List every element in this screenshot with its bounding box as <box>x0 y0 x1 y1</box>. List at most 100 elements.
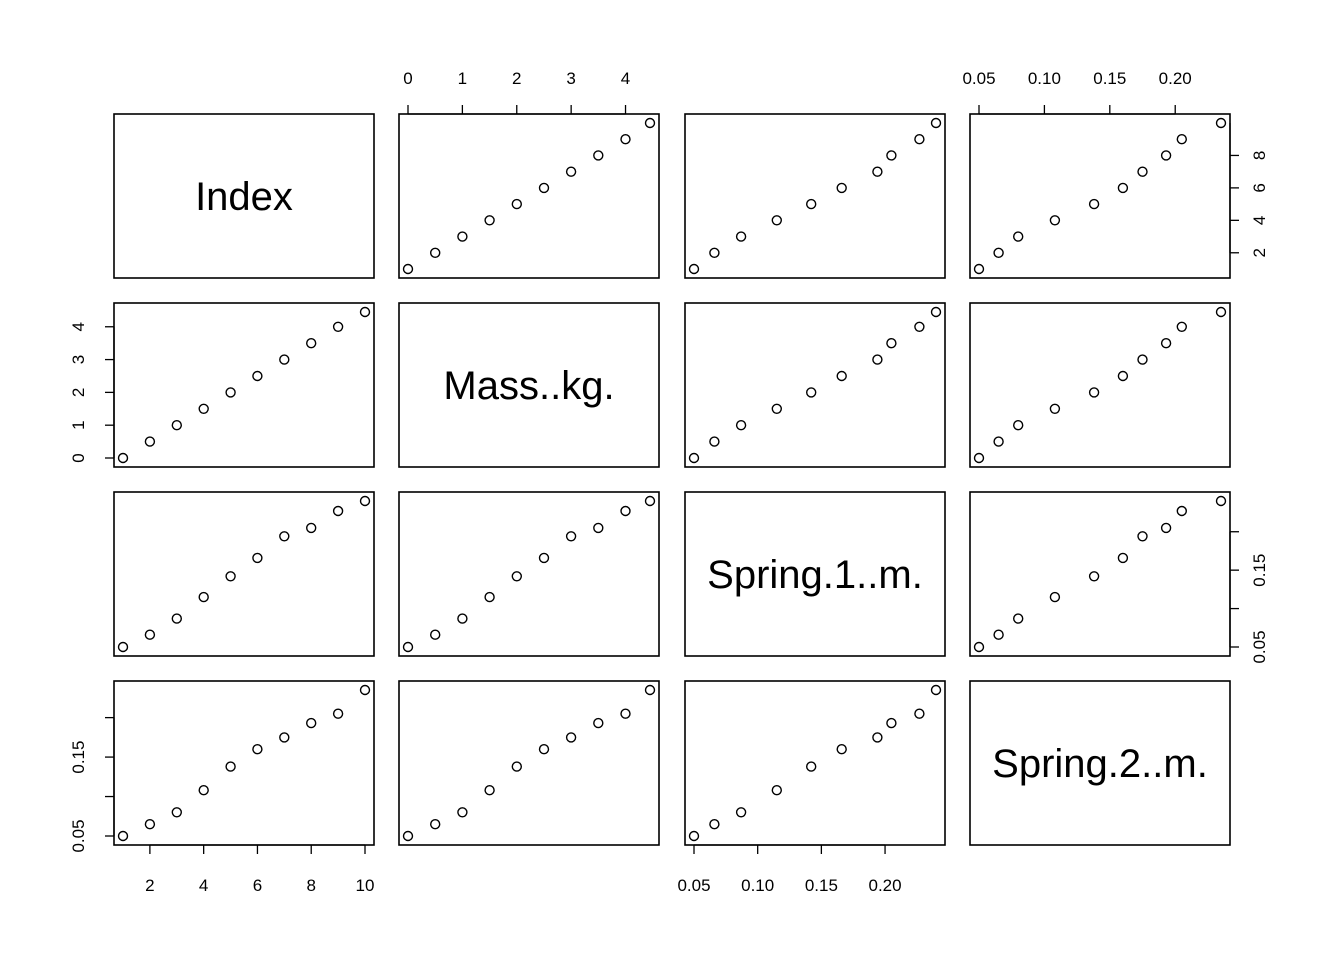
data-point <box>914 708 925 719</box>
data-point <box>1013 420 1024 431</box>
data-point <box>565 531 577 542</box>
variable-label-spring-2-m: Spring.2..m. <box>992 742 1208 786</box>
data-point <box>620 505 631 517</box>
data-point <box>332 708 344 719</box>
data-point <box>538 182 550 194</box>
data-point <box>484 215 495 226</box>
data-point <box>914 133 925 145</box>
data-point <box>359 684 371 696</box>
data-point <box>359 306 371 318</box>
data-point <box>279 531 290 542</box>
tick-label: 0.10 <box>741 876 774 895</box>
data-point <box>1215 495 1227 507</box>
tick-label: 3 <box>566 69 575 88</box>
data-point <box>735 420 747 431</box>
panel-r4-c2 <box>398 680 660 846</box>
data-point <box>1117 552 1129 564</box>
data-point <box>593 717 604 729</box>
data-point <box>565 166 577 177</box>
panel-frame <box>398 491 660 657</box>
data-point <box>332 505 344 517</box>
panel-r1-c3 <box>684 113 946 279</box>
data-point <box>872 732 883 743</box>
tick-label: 10 <box>356 876 375 895</box>
y-axis-right-spring-1-m: 0.05 0.15 <box>1229 531 1269 664</box>
data-point <box>225 387 236 398</box>
variable-label-spring-1-m: Spring.1..m. <box>707 553 923 597</box>
data-point <box>144 629 156 640</box>
data-point <box>538 744 550 755</box>
data-point <box>1215 117 1227 129</box>
tick-label: 6 <box>1250 183 1269 192</box>
data-point <box>644 495 656 507</box>
data-point <box>735 807 747 818</box>
tick-label: 8 <box>1250 151 1269 160</box>
data-point <box>225 761 236 772</box>
data-point <box>1176 133 1188 145</box>
data-point <box>886 150 897 161</box>
data-point <box>306 717 317 729</box>
panel-frame <box>684 302 946 468</box>
tick-label: 0.05 <box>677 876 710 895</box>
panel-r1-c1: Index <box>113 113 375 279</box>
data-point <box>252 370 263 382</box>
tick-label: 3 <box>69 355 88 364</box>
data-point <box>644 684 656 696</box>
x-axis-top-spring-2-m: 0.05 0.10 0.15 0.20 <box>962 69 1192 115</box>
data-point <box>1088 198 1100 210</box>
data-point <box>620 133 631 145</box>
data-point <box>430 629 441 640</box>
panel-r1-c2 <box>398 113 660 279</box>
data-point <box>1088 571 1100 582</box>
data-point <box>1137 531 1148 542</box>
tick-label: 0.05 <box>962 69 995 88</box>
data-point <box>198 785 209 796</box>
x-axis-bottom-index: 2 4 6 8 10 <box>145 844 375 895</box>
data-point <box>1176 321 1188 332</box>
data-point <box>117 830 129 842</box>
tick-label: 0.05 <box>1250 630 1269 663</box>
data-point <box>1176 505 1188 517</box>
data-point <box>688 452 700 464</box>
tick-label: 0 <box>403 69 412 88</box>
tick-label: 2 <box>145 876 154 895</box>
data-point <box>1137 166 1148 177</box>
data-point <box>144 436 156 447</box>
panel-r3-c3: Spring.1..m. <box>684 491 946 657</box>
data-point <box>198 403 209 414</box>
tick-label: 0.05 <box>69 819 88 852</box>
panel-r2-c3 <box>684 302 946 468</box>
panel-frame <box>113 491 375 657</box>
data-point <box>1117 370 1129 382</box>
panel-r3-c4 <box>969 491 1231 657</box>
y-axis-left-spring-2-m: 0.05 0.15 <box>69 716 115 853</box>
data-point <box>771 403 782 414</box>
data-point <box>993 436 1004 447</box>
tick-label: 0.15 <box>805 876 838 895</box>
data-point <box>171 807 183 818</box>
data-point <box>1215 306 1227 318</box>
data-point <box>511 761 522 772</box>
data-point <box>806 387 817 398</box>
panel-r3-c1 <box>113 491 375 657</box>
data-point <box>836 744 847 755</box>
tick-label: 0 <box>69 453 88 462</box>
tick-label: 0.10 <box>1028 69 1061 88</box>
data-point <box>359 495 371 507</box>
data-point <box>457 613 468 624</box>
data-point <box>402 263 414 275</box>
data-point <box>565 732 577 743</box>
data-point <box>538 552 550 564</box>
data-point <box>688 830 700 842</box>
data-point <box>1160 338 1172 349</box>
data-point <box>279 354 290 365</box>
data-point <box>252 744 263 755</box>
data-point <box>430 247 441 259</box>
data-point <box>430 819 441 830</box>
data-point <box>1137 354 1148 365</box>
data-point <box>771 785 782 796</box>
data-point <box>993 629 1004 640</box>
data-point <box>306 338 317 349</box>
data-point <box>484 785 495 796</box>
data-point <box>1013 613 1024 624</box>
